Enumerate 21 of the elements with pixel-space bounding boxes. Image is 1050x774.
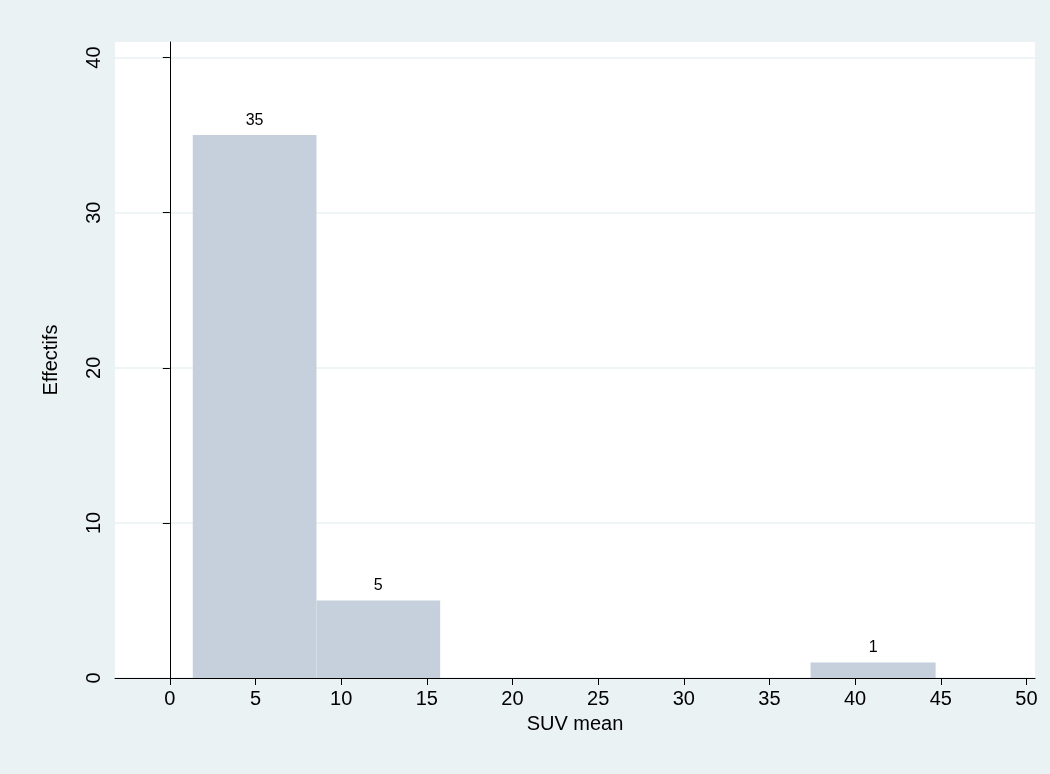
data-label: 5 (373, 575, 383, 593)
x-tick-label: 5 (249, 687, 262, 709)
x-tick-label: 50 (1015, 687, 1038, 709)
y-tick-label: 10 (82, 511, 104, 534)
x-tick-label: 35 (758, 687, 781, 709)
y-tick-label: 0 (82, 672, 104, 684)
x-tick-label: 0 (164, 687, 176, 709)
x-tick-label: 40 (843, 687, 867, 709)
x-tick-label: 25 (587, 687, 610, 709)
y-tick-label: 40 (82, 46, 104, 69)
x-axis-title: SUV mean (526, 712, 624, 734)
y-tick-label: 20 (82, 356, 104, 379)
x-tick-label: 15 (415, 687, 438, 709)
y-tick-label: 30 (82, 201, 104, 224)
y-axis-title: Effectifs (39, 324, 61, 396)
data-label: 1 (868, 637, 878, 655)
x-tick-label: 10 (330, 687, 353, 709)
x-tick-label: 45 (929, 687, 952, 709)
x-tick-label: 20 (501, 687, 524, 709)
x-tick-label: 30 (672, 687, 695, 709)
data-label: 35 (245, 110, 264, 128)
